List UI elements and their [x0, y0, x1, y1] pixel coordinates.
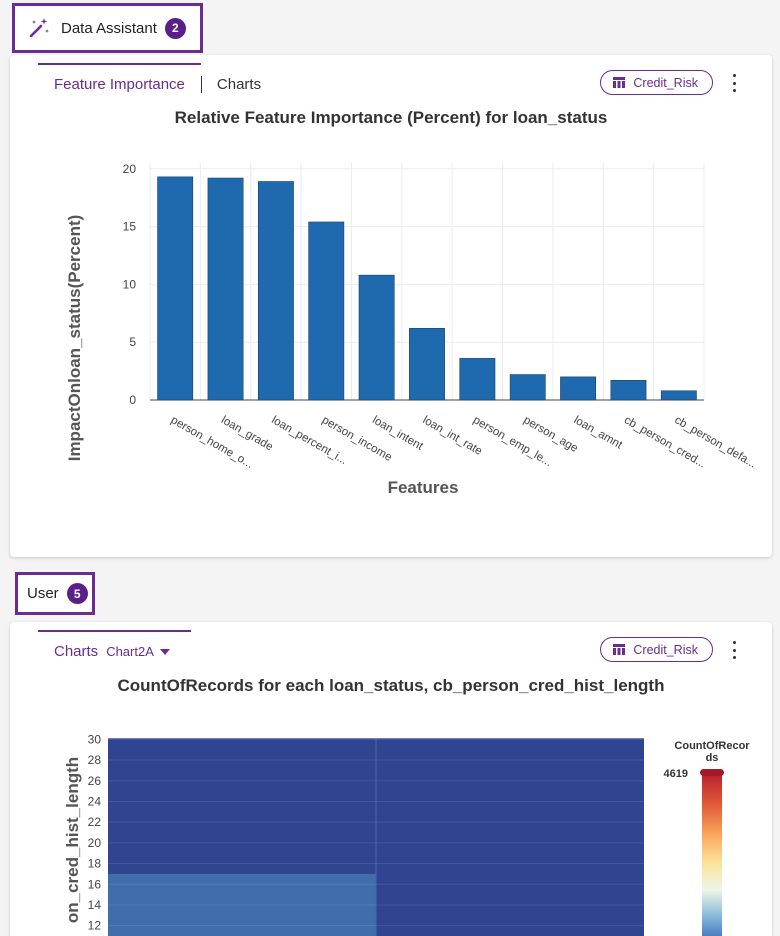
bar[interactable]	[157, 176, 194, 401]
tab-feature-importance[interactable]: Feature Importance	[54, 76, 185, 93]
card-tabs: Charts Chart2A	[38, 630, 170, 660]
heatmap-cell[interactable]	[376, 738, 644, 936]
colorbar-max-label: 4619	[664, 768, 688, 780]
y-tick-label: 30	[88, 732, 102, 746]
x-tick-label: loan_amnt	[572, 414, 625, 452]
y-tick-label: 28	[88, 753, 102, 767]
feature-importance-card: Feature Importance Charts Credit_Risk Re…	[10, 55, 772, 557]
chart-selector-value: Chart2A	[106, 644, 154, 659]
kebab-menu-icon[interactable]	[727, 74, 741, 92]
message-count-badge: 5	[66, 583, 88, 604]
tab-charts[interactable]: Charts	[216, 76, 262, 93]
y-tick-label: 12	[88, 919, 102, 933]
bar[interactable]	[308, 221, 345, 401]
y-axis-label: on_cred_hist_length	[63, 757, 82, 923]
table-icon	[613, 644, 626, 655]
heatmap-title: CountOfRecords for each loan_status, cb_…	[117, 676, 665, 695]
x-axis-label: Features	[388, 478, 459, 497]
bar[interactable]	[358, 274, 395, 401]
data-assistant-sender: Data Assistant 2	[12, 3, 203, 53]
y-tick-label: 10	[123, 277, 137, 291]
colorbar-title: ds	[706, 752, 719, 764]
x-tick-label: person_home_o...	[169, 414, 255, 471]
heatmap-chart: on_cred_hist_length CountOfRecor ds 4619…	[63, 732, 750, 936]
y-tick-label: 20	[88, 836, 102, 850]
feature-importance-bar-chart: ImpactOnloan_status(Percent) Features 0 5…	[65, 162, 758, 497]
user-chart-card: Charts Chart2A Credit_Risk CountOfRecord…	[10, 622, 772, 936]
y-tick-label: 0	[129, 393, 136, 407]
y-tick-label: 22	[88, 815, 102, 829]
magic-wand-icon	[29, 18, 49, 38]
bar[interactable]	[409, 328, 445, 401]
bar-chart-title: Relative Feature Importance (Percent) fo…	[174, 108, 608, 127]
y-tick-label: 14	[88, 898, 102, 912]
bar[interactable]	[660, 390, 697, 401]
colorbar-title: CountOfRecor	[674, 740, 750, 752]
bar[interactable]	[509, 374, 546, 401]
y-tick-label: 16	[88, 877, 102, 891]
bar[interactable]	[560, 376, 597, 401]
heatmap-cell[interactable]	[108, 873, 376, 936]
dataset-chip[interactable]: Credit_Risk	[600, 637, 713, 662]
caret-down-icon	[159, 648, 170, 655]
y-tick-label: 26	[88, 774, 102, 788]
bar[interactable]	[459, 358, 496, 401]
bar[interactable]	[207, 177, 244, 401]
y-tick-label: 18	[88, 857, 102, 871]
dataset-chip[interactable]: Credit_Risk	[600, 70, 713, 95]
tab-separator	[200, 75, 202, 93]
card-tabs: Feature Importance Charts	[38, 63, 261, 93]
tab-charts[interactable]: Charts	[54, 643, 99, 660]
sender-name: Data Assistant	[61, 19, 157, 37]
dataset-name: Credit_Risk	[633, 642, 698, 657]
x-tick-label: cb_person_defa...	[672, 414, 758, 470]
y-axis-label: ImpactOnloan_status(Percent)	[65, 215, 84, 462]
colorbar-gradient	[702, 772, 722, 936]
message-count-badge: 2	[164, 17, 186, 39]
kebab-menu-icon[interactable]	[727, 641, 741, 659]
colorbar-handle[interactable]	[700, 769, 724, 776]
table-icon	[613, 77, 626, 88]
y-tick-label: 24	[88, 794, 102, 808]
chart-selector-dropdown[interactable]: Chart2A	[106, 631, 170, 659]
sender-name: User	[27, 585, 59, 602]
bar[interactable]	[257, 181, 294, 401]
y-tick-label: 5	[129, 335, 136, 349]
y-tick-label: 15	[123, 220, 137, 234]
y-tick-label: 20	[123, 162, 137, 176]
dataset-name: Credit_Risk	[633, 75, 698, 90]
active-tab-indicator	[38, 63, 201, 65]
active-tab-indicator	[38, 630, 191, 632]
bar[interactable]	[610, 380, 647, 401]
user-sender: User 5	[15, 572, 95, 615]
